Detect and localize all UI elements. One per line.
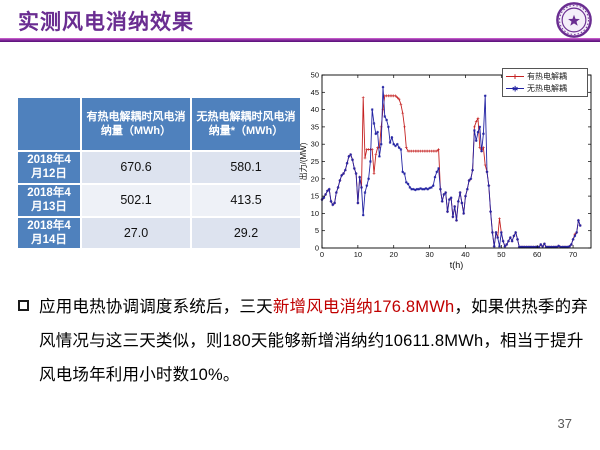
bullet-text-part: 应用电热协调调度系统后，三天 — [39, 298, 273, 316]
table-header-row: 有热电解耦时风电消纳量（MWh） 无热电解耦时风电消纳量*（MWh） — [18, 98, 300, 150]
legend-line-plus-icon — [506, 72, 524, 81]
svg-text:45: 45 — [311, 88, 319, 97]
bullet-square-icon — [18, 300, 29, 311]
cell-value: 502.1 — [82, 184, 190, 216]
row-label-date: 2018年4月13日 — [18, 184, 80, 216]
title-underline — [0, 38, 600, 42]
svg-text:10: 10 — [311, 209, 319, 218]
svg-text:t(h): t(h) — [450, 260, 464, 270]
row-label-date: 2018年4月14日 — [18, 217, 80, 249]
legend-label: 无热电解耦 — [527, 84, 567, 93]
page-title: 实测风电消纳效果 — [18, 11, 194, 34]
svg-text:20: 20 — [311, 174, 319, 183]
svg-text:0: 0 — [315, 244, 319, 253]
body-bullet: 应用电热协调调度系统后，三天新增风电消纳176.8MWh，如果供热季的弃风情况与… — [16, 290, 590, 392]
table-corner-cell — [18, 98, 80, 150]
cell-value: 670.6 — [82, 152, 190, 183]
svg-text:40: 40 — [311, 105, 319, 114]
bullet-text-highlight: 新增风电消纳176.8MWh — [272, 298, 455, 316]
svg-text:50: 50 — [497, 250, 505, 259]
svg-text:30: 30 — [311, 140, 319, 149]
svg-text:5: 5 — [315, 226, 319, 235]
table-row: 2018年4月14日 27.0 29.2 — [18, 217, 300, 249]
chart-legend: 有热电解耦 无热电解耦 — [502, 68, 588, 97]
bullet-text-part: ，如果供热季的弃风情况与这三天类似，则180天能够新增消纳约10611.8MWh… — [39, 298, 589, 384]
svg-text:40: 40 — [461, 250, 469, 259]
cell-value: 413.5 — [192, 184, 300, 216]
svg-text:60: 60 — [533, 250, 541, 259]
svg-text:70: 70 — [569, 250, 577, 259]
svg-text:15: 15 — [311, 192, 319, 201]
legend-line-asterisk-icon — [506, 84, 524, 93]
legend-entry-with-decoupling: 有热电解耦 — [506, 71, 584, 82]
bullet-text: 应用电热协调调度系统后，三天新增风电消纳176.8MWh，如果供热季的弃风情况与… — [39, 290, 590, 392]
cell-value: 580.1 — [192, 152, 300, 183]
table-header-with-decoupling: 有热电解耦时风电消纳量（MWh） — [82, 98, 190, 150]
svg-text:35: 35 — [311, 122, 319, 131]
svg-text:20: 20 — [390, 250, 398, 259]
svg-text:50: 50 — [311, 71, 319, 80]
svg-text:10: 10 — [354, 250, 362, 259]
legend-entry-without-decoupling: 无热电解耦 — [506, 83, 584, 94]
legend-label: 有热电解耦 — [527, 72, 567, 81]
svg-text:出力/(MW): 出力/(MW) — [298, 142, 308, 180]
svg-text:0: 0 — [320, 250, 324, 259]
university-seal-icon — [556, 2, 592, 38]
svg-text:30: 30 — [425, 250, 433, 259]
wind-output-chart-svg: 0 10 20 30 40 50 60 70 0 5 10 15 20 25 30 35 40 45 50 t(h) 出… — [298, 71, 592, 270]
row-label-date: 2018年4月12日 — [18, 152, 80, 183]
page-number: 37 — [557, 416, 572, 431]
table-row: 2018年4月12日 670.6 580.1 — [18, 152, 300, 183]
svg-text:25: 25 — [311, 157, 319, 166]
wind-output-chart: 0 10 20 30 40 50 60 70 0 5 10 15 20 25 30 35 40 45 50 t(h) 出… — [298, 58, 596, 280]
cell-value: 27.0 — [82, 217, 190, 249]
cell-value: 29.2 — [192, 217, 300, 249]
table-header-without-decoupling: 无热电解耦时风电消纳量*（MWh） — [192, 98, 300, 150]
table-row: 2018年4月13日 502.1 413.5 — [18, 184, 300, 216]
wind-consumption-table: 有热电解耦时风电消纳量（MWh） 无热电解耦时风电消纳量*（MWh） 2018年… — [16, 96, 302, 250]
